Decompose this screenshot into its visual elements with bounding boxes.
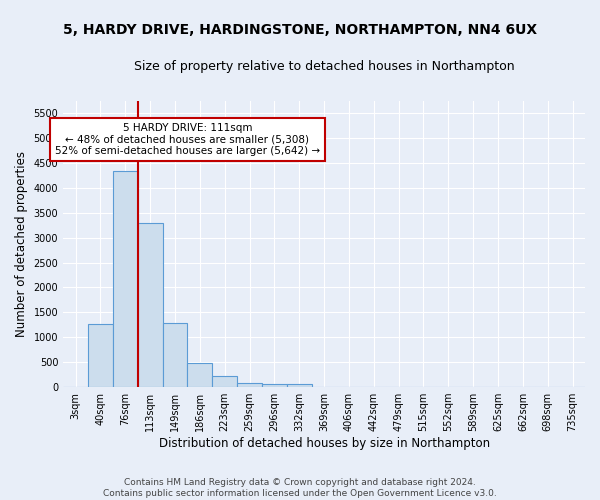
Bar xyxy=(212,376,237,387)
Bar xyxy=(187,363,212,387)
Y-axis label: Number of detached properties: Number of detached properties xyxy=(15,151,28,337)
Bar xyxy=(287,384,311,387)
Bar xyxy=(88,324,113,387)
X-axis label: Distribution of detached houses by size in Northampton: Distribution of detached houses by size … xyxy=(158,437,490,450)
Bar xyxy=(262,384,287,387)
Bar xyxy=(163,324,187,387)
Text: 5 HARDY DRIVE: 111sqm
← 48% of detached houses are smaller (5,308)
52% of semi-d: 5 HARDY DRIVE: 111sqm ← 48% of detached … xyxy=(55,123,320,156)
Bar xyxy=(237,382,262,387)
Bar xyxy=(113,172,138,387)
Title: Size of property relative to detached houses in Northampton: Size of property relative to detached ho… xyxy=(134,60,514,73)
Text: Contains HM Land Registry data © Crown copyright and database right 2024.
Contai: Contains HM Land Registry data © Crown c… xyxy=(103,478,497,498)
Text: 5, HARDY DRIVE, HARDINGSTONE, NORTHAMPTON, NN4 6UX: 5, HARDY DRIVE, HARDINGSTONE, NORTHAMPTO… xyxy=(63,22,537,36)
Bar xyxy=(138,222,163,387)
